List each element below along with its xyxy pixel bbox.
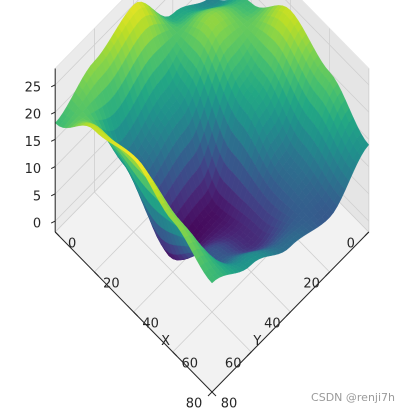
x-tick-mark bbox=[133, 311, 138, 317]
x-axis-label: X bbox=[161, 334, 170, 349]
z-tick-label: 20 bbox=[25, 108, 42, 123]
y-tick-mark bbox=[286, 311, 291, 317]
surface-mesh bbox=[54, 0, 370, 284]
z-tick-mark bbox=[50, 111, 56, 115]
x-tick-label: 60 bbox=[182, 357, 199, 372]
y-tick-label: 20 bbox=[303, 277, 320, 292]
z-tick-mark bbox=[50, 220, 56, 224]
z-tick-label: 10 bbox=[25, 162, 42, 177]
y-tick-mark bbox=[364, 231, 370, 237]
x-tick-label: 80 bbox=[221, 397, 238, 412]
y-tick-mark bbox=[246, 351, 252, 357]
z-tick-label: 5 bbox=[33, 189, 41, 204]
surface-face bbox=[207, 274, 217, 284]
x-tick-label: 20 bbox=[103, 277, 120, 292]
y-tick-mark bbox=[207, 391, 213, 397]
z-tick-mark bbox=[50, 84, 56, 88]
z-tick-mark bbox=[50, 138, 56, 142]
x-tick-label: 40 bbox=[142, 317, 159, 332]
z-tick-label: 15 bbox=[25, 135, 42, 150]
grid-line-z bbox=[285, 0, 370, 86]
grid-line-y bbox=[94, 191, 252, 353]
x-tick-label: 0 bbox=[68, 237, 76, 252]
axis-ticks: 0 20 40 60 80 0 20 40 60 80 0 5 10 15 20 25 bbox=[25, 68, 370, 412]
z-tick-label: 0 bbox=[33, 217, 41, 232]
watermark-text: CSDN @renji7h bbox=[311, 391, 395, 404]
x-tick-mark bbox=[54, 231, 60, 237]
z-tick-label: 25 bbox=[25, 80, 42, 95]
z-tick-mark bbox=[50, 193, 56, 197]
y-tick-label: 80 bbox=[186, 397, 203, 412]
y-axis-label: Y bbox=[252, 334, 261, 349]
x-tick-mark bbox=[211, 391, 217, 397]
x-tick-mark bbox=[172, 351, 178, 357]
x-tick-mark bbox=[94, 271, 99, 277]
y-tick-mark bbox=[325, 271, 330, 277]
z-tick-mark bbox=[50, 166, 56, 170]
y-tick-label: 0 bbox=[347, 237, 355, 252]
y-tick-label: 40 bbox=[264, 317, 281, 332]
y-tick-label: 60 bbox=[225, 357, 242, 372]
